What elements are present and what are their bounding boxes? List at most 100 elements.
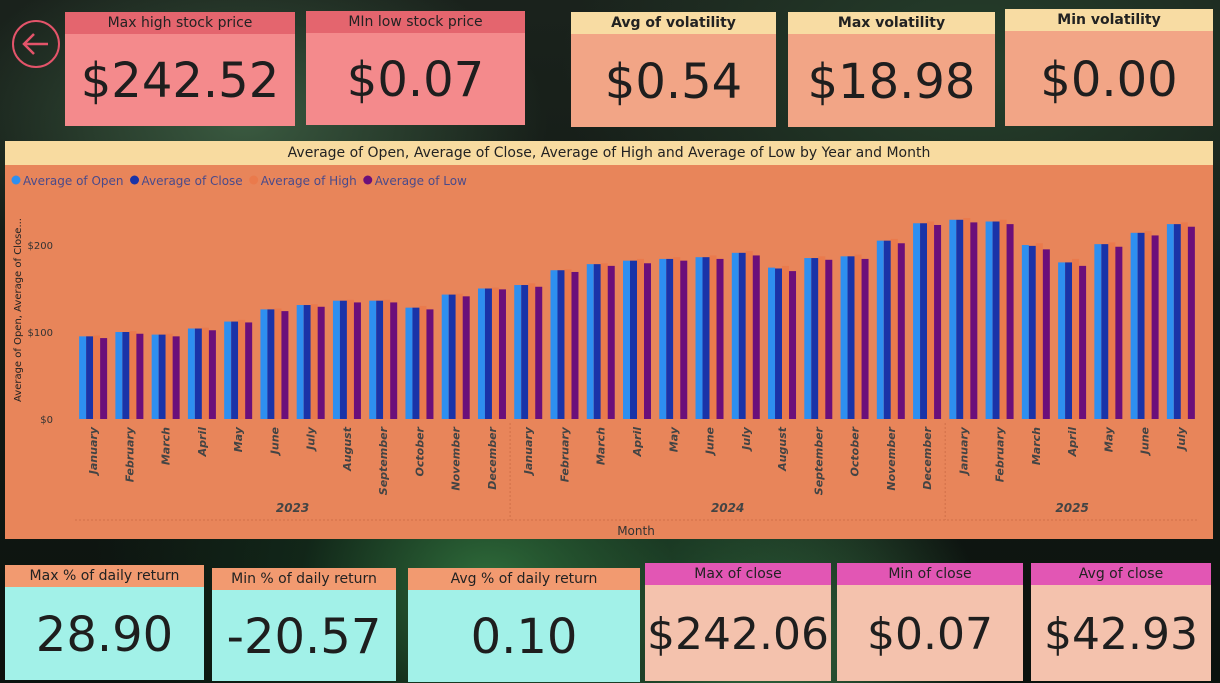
x-tick-label: April xyxy=(1066,427,1079,458)
kpi-card-min-volatility: Min volatility $0.00 xyxy=(1005,9,1213,126)
arrow-left-icon xyxy=(22,33,48,55)
bar xyxy=(586,264,594,419)
bar xyxy=(129,331,137,419)
bar xyxy=(963,218,971,419)
bar xyxy=(86,336,94,419)
kpi-value: $0.07 xyxy=(346,52,485,108)
bar xyxy=(93,335,101,419)
bar xyxy=(376,300,384,419)
kpi-label: Min volatility xyxy=(1005,9,1213,31)
x-tick-label: February xyxy=(558,426,571,482)
bar xyxy=(738,252,746,419)
bar xyxy=(731,252,739,419)
bar xyxy=(623,260,630,419)
x-tick-label: April xyxy=(631,427,644,458)
x-tick-label: September xyxy=(812,426,825,495)
bar xyxy=(768,267,776,419)
bar xyxy=(702,257,710,419)
bar xyxy=(208,330,216,419)
bar xyxy=(100,338,108,419)
bar xyxy=(1079,265,1087,419)
bar xyxy=(789,271,797,419)
kpi-label: MIn low stock price xyxy=(306,11,525,33)
chart-panel: Average of Open, Average of Close, Avera… xyxy=(5,141,1213,539)
bar xyxy=(985,221,993,419)
bar xyxy=(1144,231,1152,419)
kpi-label: Avg % of daily return xyxy=(408,568,640,590)
kpi-card-avg-close: Avg of close $42.93 xyxy=(1031,563,1211,681)
x-tick-label: May xyxy=(232,426,245,452)
bar xyxy=(455,293,463,419)
kpi-label: Min of close xyxy=(837,563,1023,585)
bar xyxy=(745,251,753,419)
bar xyxy=(165,333,173,419)
kpi-card-avg-volatility: Avg of volatility $0.54 xyxy=(571,12,776,127)
year-label: 2024 xyxy=(711,501,744,515)
bar xyxy=(571,271,579,419)
bar xyxy=(992,221,1000,419)
bar xyxy=(238,319,246,419)
legend-label: Average of Close xyxy=(142,174,243,188)
bar xyxy=(158,334,166,419)
kpi-card-max-volatility: Max volatility $18.98 xyxy=(788,12,995,127)
kpi-value: 28.90 xyxy=(35,606,174,663)
year-label: 2023 xyxy=(276,501,309,515)
y-tick-label: $100 xyxy=(28,328,53,339)
bar xyxy=(201,327,209,419)
bar xyxy=(1130,232,1138,419)
bar xyxy=(317,306,325,419)
bar xyxy=(419,305,427,419)
bar xyxy=(369,300,377,419)
bar xyxy=(913,223,921,419)
bar xyxy=(194,328,202,419)
x-tick-label: June xyxy=(268,426,281,456)
bar xyxy=(861,258,869,419)
bar xyxy=(600,263,608,419)
x-tick-label: October xyxy=(849,426,862,476)
y-tick-label: $200 xyxy=(28,241,53,252)
kpi-label: Max volatility xyxy=(788,12,995,34)
x-tick-label: February xyxy=(994,426,1007,482)
x-tick-label: March xyxy=(595,427,608,465)
bar xyxy=(1166,224,1174,419)
bar xyxy=(775,268,783,419)
bar xyxy=(1058,262,1066,419)
bar xyxy=(1187,226,1195,419)
bar xyxy=(1173,224,1181,419)
x-tick-label: April xyxy=(196,427,209,458)
bar xyxy=(673,257,681,419)
x-tick-label: December xyxy=(486,426,499,489)
bar xyxy=(890,238,898,419)
bar xyxy=(115,332,123,419)
x-tick-label: September xyxy=(377,426,390,495)
kpi-value: $42.93 xyxy=(1044,608,1198,660)
kpi-value: $0.54 xyxy=(604,53,743,110)
x-tick-label: February xyxy=(123,426,136,482)
bar xyxy=(310,304,318,419)
bar xyxy=(296,305,304,419)
kpi-value: $0.07 xyxy=(867,608,993,660)
bar xyxy=(782,265,790,419)
y-axis-label: Average of Open, Average of Close... xyxy=(13,218,24,402)
bar xyxy=(876,240,884,419)
x-tick-label: November xyxy=(450,426,463,490)
bar xyxy=(804,258,812,419)
kpi-card-max-daily-return: Max % of daily return 28.90 xyxy=(5,565,204,680)
bar xyxy=(535,286,543,419)
back-button[interactable] xyxy=(12,20,60,68)
x-tick-label: January xyxy=(87,426,100,476)
bar xyxy=(818,256,826,419)
x-tick-label: June xyxy=(704,426,717,456)
bar xyxy=(528,283,536,419)
bar xyxy=(484,288,492,419)
bar xyxy=(521,285,529,419)
bar xyxy=(245,322,253,419)
x-tick-label: November xyxy=(885,426,898,490)
bar xyxy=(956,219,964,419)
kpi-label: Avg of volatility xyxy=(571,12,776,34)
bar xyxy=(462,296,470,419)
bar xyxy=(644,263,651,419)
kpi-label: Avg of close xyxy=(1031,563,1211,585)
bar xyxy=(477,288,485,419)
x-tick-label: August xyxy=(341,426,354,472)
